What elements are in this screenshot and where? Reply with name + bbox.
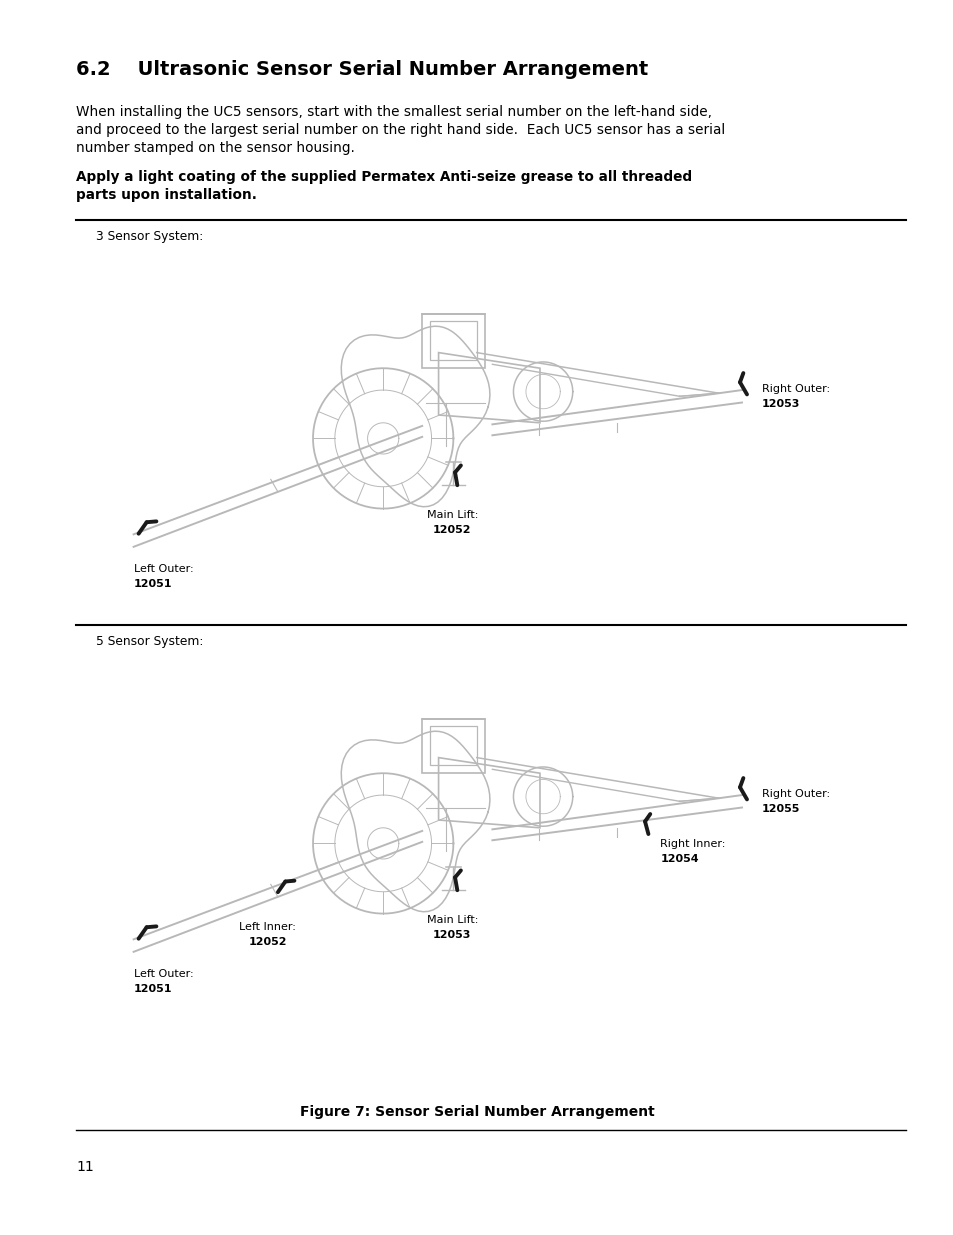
Text: 12055: 12055 (761, 804, 800, 814)
Text: 6.2    Ultrasonic Sensor Serial Number Arrangement: 6.2 Ultrasonic Sensor Serial Number Arra… (76, 61, 648, 79)
Text: 12054: 12054 (659, 855, 699, 864)
Text: 12051: 12051 (133, 579, 172, 589)
Text: 12052: 12052 (249, 937, 287, 947)
Text: Left Outer:: Left Outer: (133, 968, 193, 978)
Text: 12052: 12052 (433, 525, 471, 535)
Text: 3 Sensor System:: 3 Sensor System: (96, 230, 203, 243)
Text: 5 Sensor System:: 5 Sensor System: (96, 635, 203, 648)
Text: 12051: 12051 (133, 984, 172, 994)
Text: Figure 7: Sensor Serial Number Arrangement: Figure 7: Sensor Serial Number Arrangeme… (299, 1105, 654, 1119)
Text: Apply a light coating of the supplied Permatex Anti-seize grease to all threaded: Apply a light coating of the supplied Pe… (76, 170, 691, 184)
Text: number stamped on the sensor housing.: number stamped on the sensor housing. (76, 141, 355, 156)
Text: Main Lift:: Main Lift: (426, 915, 477, 925)
Text: Right Outer:: Right Outer: (761, 789, 829, 799)
Text: Right Inner:: Right Inner: (659, 839, 725, 848)
Text: Main Lift:: Main Lift: (426, 510, 477, 520)
Text: Left Outer:: Left Outer: (133, 563, 193, 574)
Text: Right Outer:: Right Outer: (761, 384, 829, 394)
Text: 11: 11 (76, 1160, 93, 1174)
Text: When installing the UC5 sensors, start with the smallest serial number on the le: When installing the UC5 sensors, start w… (76, 105, 711, 119)
Text: and proceed to the largest serial number on the right hand side.  Each UC5 senso: and proceed to the largest serial number… (76, 124, 724, 137)
Text: parts upon installation.: parts upon installation. (76, 188, 256, 203)
Text: Left Inner:: Left Inner: (239, 923, 296, 932)
Text: 12053: 12053 (761, 399, 800, 409)
Text: 12053: 12053 (433, 930, 471, 940)
